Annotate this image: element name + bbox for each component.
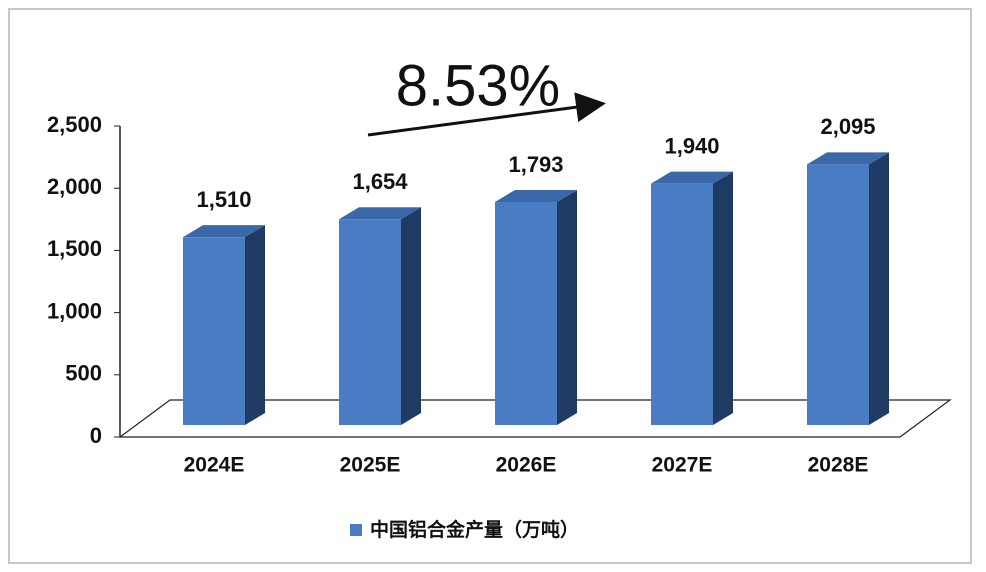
bar-front xyxy=(807,164,869,425)
bar xyxy=(807,152,889,425)
value-label: 1,940 xyxy=(664,133,719,158)
bar-front xyxy=(651,183,713,425)
bar-top xyxy=(651,171,733,184)
growth-arrow xyxy=(367,92,606,137)
bar-top xyxy=(495,189,577,202)
bar-top xyxy=(183,225,265,238)
x-tick-label: 2027E xyxy=(652,454,713,477)
annotation: 8.53% xyxy=(396,53,560,118)
bar xyxy=(495,189,577,425)
legend-label: 中国铝合金产量（万吨） xyxy=(370,518,579,541)
x-tick-label: 2025E xyxy=(340,454,401,477)
x-tick-label: 2026E xyxy=(496,454,557,477)
value-label: 1,793 xyxy=(508,152,563,177)
bar-top xyxy=(339,207,421,220)
y-tick-label: 1,000 xyxy=(47,298,102,323)
bar-side xyxy=(401,207,421,425)
x-tick-label: 2024E xyxy=(184,454,245,477)
value-label: 1,654 xyxy=(352,169,408,194)
bar-top xyxy=(807,152,889,165)
bar-side xyxy=(869,152,889,425)
y-tick-label: 500 xyxy=(65,361,102,386)
y-tick-label: 0 xyxy=(90,423,102,448)
bar xyxy=(651,171,733,425)
bar-side xyxy=(245,225,265,425)
y-tick-label: 2,000 xyxy=(47,174,102,199)
bar-front xyxy=(495,201,557,425)
bar-side xyxy=(557,189,577,425)
value-label: 2,095 xyxy=(820,114,875,139)
x-tick-label: 2028E xyxy=(808,454,869,477)
bar-front xyxy=(183,237,245,425)
bar-side xyxy=(713,171,733,425)
value-label: 1,510 xyxy=(196,187,251,212)
y-tick-label: 1,500 xyxy=(47,236,102,261)
bar xyxy=(339,207,421,425)
bar xyxy=(183,225,265,425)
legend-swatch xyxy=(350,524,362,536)
y-tick-label: 2,500 xyxy=(47,112,102,137)
bar-front xyxy=(339,219,401,425)
